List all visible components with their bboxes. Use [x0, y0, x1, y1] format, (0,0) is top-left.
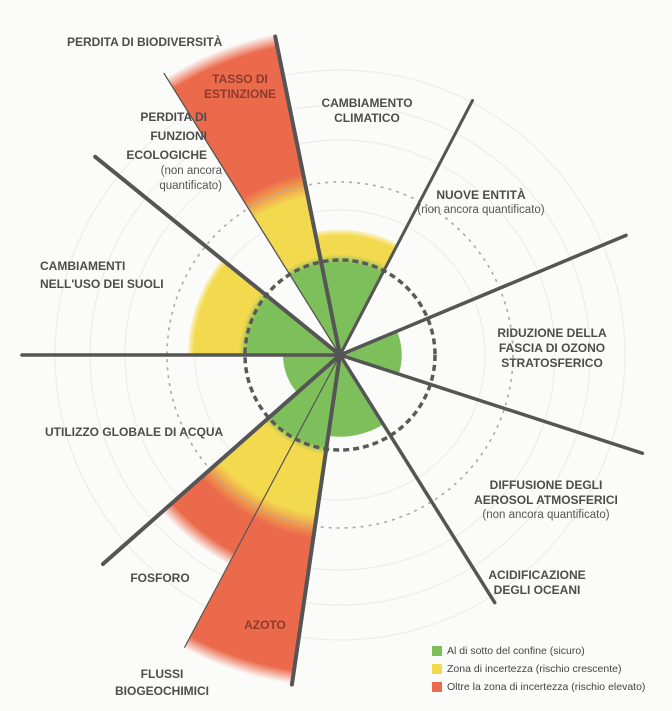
divider-line: [338, 353, 497, 605]
legend-label: Zona di incertezza (rischio crescente): [447, 663, 622, 675]
sector-dividers: [20, 34, 645, 687]
divider-line: [93, 154, 342, 357]
legend-swatch: [432, 646, 442, 656]
label-line: FUNZIONI: [150, 129, 207, 143]
label-ozone: RIDUZIONE DELLA FASCIA DI OZONO STRATOSF…: [497, 326, 606, 371]
label-note: (non ancora quantificato): [417, 204, 545, 216]
sector-phosphorus: [161, 355, 340, 565]
label-novel: NUOVE ENTITÀ (non ancora quantificato): [417, 188, 544, 218]
divider-line: [273, 34, 342, 357]
label-line: DEGLI OCEANI: [493, 583, 581, 597]
high-risk-circle: [166, 181, 514, 529]
sector-ozone: [340, 331, 402, 375]
label-line: ESTINZIONE: [203, 87, 277, 101]
label-phosphorus: FOSFORO: [130, 571, 190, 585]
label-line: ACIDIFICAZIONE: [488, 568, 586, 582]
divider-line: [338, 233, 628, 357]
legend-item-uncertainty: Zona di incertezza (rischio crescente): [432, 660, 645, 678]
label-line: STRATOSFERICO: [501, 356, 603, 370]
divider-line: [338, 353, 645, 456]
sector-land: [188, 259, 340, 355]
legend-label: Al di sotto del confine (sicuro): [447, 645, 585, 657]
label-line: FLUSSI: [140, 667, 184, 681]
boundary-circles: [166, 181, 514, 529]
label-line: NUOVE ENTITÀ: [436, 188, 526, 202]
label-climate: CAMBIAMENTO CLIMATICO: [321, 96, 412, 126]
label-aerosol: DIFFUSIONE DEGLI AEROSOL ATMOSFERICI (no…: [474, 478, 618, 523]
label-note: (non ancora quantificato): [482, 509, 610, 521]
label-water: UTILIZZO GLOBALE DI ACQUA: [45, 425, 224, 439]
sector-water: [283, 355, 340, 393]
label-line: CAMBIAMENTO: [321, 96, 413, 110]
divider-line: [338, 98, 475, 357]
label-line: NELL'USO DEI SUOLI: [40, 277, 164, 291]
label-nitrogen: AZOTO: [244, 618, 286, 632]
label-functional: PERDITA DI FUNZIONI ECOLOGICHE: [126, 108, 207, 165]
label-biodiversity: PERDITA DI BIODIVERSITÀ: [67, 35, 223, 49]
label-biogeochemical: FLUSSI BIOGEOCHIMICI: [115, 666, 209, 700]
legend-swatch: [432, 664, 442, 674]
divider-line: [289, 353, 342, 687]
label-line: TASSO DI: [212, 72, 268, 86]
label-line: FASCIA DI OZONO: [498, 341, 606, 355]
divider-line: [163, 72, 341, 356]
boundary-circle: [243, 258, 437, 452]
label-land: CAMBIAMENTI NELL'USO DEI SUOLI: [40, 257, 164, 293]
label-ocean: ACIDIFICAZIONE DEGLI OCEANI: [488, 568, 585, 598]
label-line: BIOGEOCHIMICI: [114, 684, 210, 698]
legend: Al di sotto del confine (sicuro) Zona di…: [432, 642, 645, 696]
label-functional-note: (non ancora quantificato): [159, 164, 222, 194]
divider-line: [100, 353, 342, 566]
label-line: AEROSOL ATMOSFERICI: [474, 493, 618, 507]
label-line: CAMBIAMENTI: [40, 259, 126, 273]
label-line: (non ancora: [160, 165, 222, 177]
legend-item-safe: Al di sotto del confine (sicuro): [432, 642, 645, 660]
label-line: CLIMATICO: [334, 111, 400, 125]
label-line: DIFFUSIONE DEGLI: [489, 478, 603, 492]
legend-swatch: [432, 682, 442, 692]
label-line: quantificato): [159, 180, 222, 192]
label-extinction: TASSO DI ESTINZIONE: [204, 72, 276, 102]
sector-ocean: [328, 355, 384, 437]
boundary-sectors: [161, 33, 402, 685]
sector-extinction: [166, 33, 340, 355]
legend-label: Oltre la zona di incertezza (rischio ele…: [447, 681, 646, 693]
label-line: PERDITA DI: [140, 110, 207, 124]
sector-nitrogen: [183, 355, 340, 685]
legend-item-high-risk: Oltre la zona di incertezza (rischio ele…: [432, 678, 645, 696]
label-line: ECOLOGICHE: [126, 148, 207, 162]
divider-line: [184, 354, 341, 648]
label-line: RIDUZIONE DELLA: [497, 326, 607, 340]
